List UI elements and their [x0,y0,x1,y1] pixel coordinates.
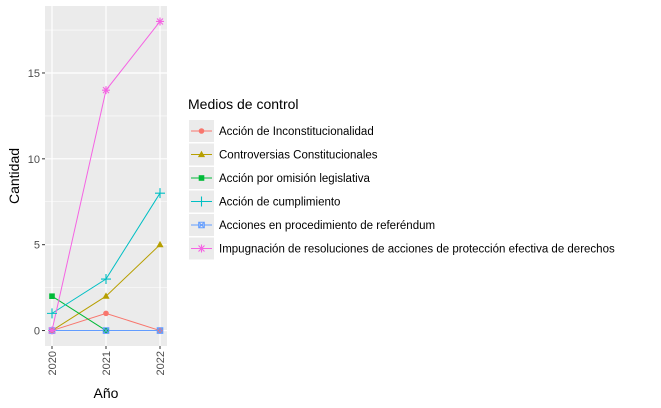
data-point-3-1 [49,293,55,300]
x-axis-title: Año [94,385,119,401]
x-tick-label: 2020 [47,351,59,375]
data-point-6-1 [48,326,56,335]
legend-label: Acción de cumplimiento [219,197,340,209]
legend-key-marker [197,244,206,253]
legend: Medios de control Acción de Inconstituci… [188,96,615,260]
legend-label: Impugnación de resoluciones de acciones … [219,244,615,256]
x-axis: 2020 2021 2022 [47,346,167,375]
y-axis-title: Cantidad [6,148,22,204]
legend-title: Medios de control [188,96,299,112]
legend-key-marker [198,175,205,181]
legend-label: Acción por omisión legislativa [219,173,370,185]
y-axis: 0 5 10 15 [28,68,45,338]
data-point-2-3 [156,240,164,248]
data-point-2-2 [102,292,110,299]
data-point-6-2 [102,86,110,95]
legend-key-marker [196,196,207,207]
legend-label: Acción de Inconstitucionalidad [219,126,374,138]
x-tick-label: 2022 [155,351,167,375]
data-point-1-2 [103,310,109,317]
series-markers [47,17,165,335]
x-tick-label: 2021 [101,351,113,375]
legend-key-marker [198,128,205,134]
data-point-4-1 [47,308,57,319]
legend-key-marker [198,221,205,229]
data-point-4-3 [155,188,165,199]
legend-key-marker [197,150,206,158]
y-tick-label: 5 [34,240,40,252]
y-tick-label: 0 [34,326,40,338]
data-point-4-2 [101,274,111,285]
grid [45,6,167,346]
y-tick-label: 10 [28,154,40,166]
y-tick-label: 15 [28,68,40,80]
data-point-6-3 [156,17,164,26]
series-line-3 [51,295,107,331]
legend-label: Acciones en procedimiento de referéndum [219,220,435,232]
data-point-5-2 [102,327,110,334]
data-point-5-3 [156,327,164,334]
legend-label: Controversias Constitucionales [219,150,378,162]
